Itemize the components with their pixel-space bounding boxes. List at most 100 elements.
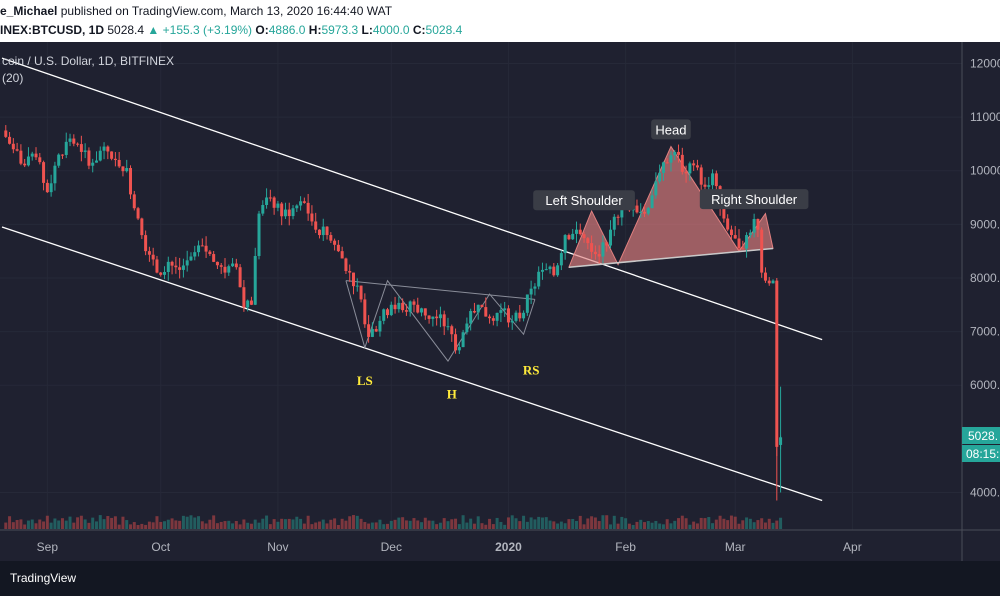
volume-bar [461, 515, 465, 529]
volume-bar [272, 519, 276, 529]
volume-bar [321, 519, 325, 529]
candle-body [348, 271, 352, 273]
volume-bar [605, 515, 609, 529]
volume-bar [748, 518, 752, 529]
volume-bar [714, 519, 718, 529]
candle-body [612, 216, 616, 230]
volume-bar [597, 521, 601, 529]
candle-body [680, 154, 684, 172]
price-axis[interactable]: 12000 11000 10000 9000. 8000. 7000. 6000. 4000.… [961, 42, 1000, 561]
volume-bar [431, 520, 435, 529]
candle-body [208, 251, 212, 255]
pattern-label-ls: LS [357, 373, 373, 388]
candle-body [465, 323, 469, 333]
volume-bar [506, 517, 510, 529]
volume-bar [397, 517, 401, 529]
volume-bar [166, 519, 170, 529]
candle-body [661, 162, 665, 173]
tradingview-brand[interactable]: TradingView [10, 571, 77, 585]
volume-bar [733, 516, 737, 529]
candle-body [597, 254, 601, 257]
volume-bar [563, 523, 567, 529]
volume-bar [325, 523, 329, 529]
candle-body [427, 315, 431, 319]
volume-bar [359, 518, 363, 529]
volume-bar [79, 515, 83, 529]
volume-bar [692, 521, 696, 529]
volume-bar [4, 522, 8, 529]
candle-body [533, 286, 537, 289]
candle-body [442, 314, 446, 327]
candle-body [567, 235, 571, 240]
volume-bar [680, 515, 684, 529]
volume-bar [567, 519, 571, 529]
candle-body [257, 213, 261, 257]
candle-body [401, 302, 405, 311]
price-change: +155.3 (+3.19%) [162, 23, 253, 37]
volume-bars [4, 515, 783, 529]
volume-bar [129, 524, 133, 529]
volume-bar [185, 516, 189, 529]
volume-bar [370, 522, 374, 529]
volume-bar [609, 524, 613, 529]
candle-body [469, 311, 473, 324]
volume-bar [83, 519, 87, 529]
candle-body [94, 160, 98, 163]
volume-bar [514, 518, 518, 529]
last-price: 5028.4 [107, 23, 145, 37]
pattern-drawings [345, 145, 774, 362]
candle-body [295, 205, 299, 209]
candle-body [771, 280, 775, 284]
volume-bar [253, 519, 257, 529]
volume-bar [57, 520, 61, 529]
price-tick-label: 4000. [970, 485, 1000, 499]
volume-bar [401, 517, 405, 529]
volume-bar [495, 517, 499, 529]
volume-bar [779, 517, 783, 529]
neckline-bottom [345, 280, 535, 300]
candle-body [374, 329, 378, 332]
candle-body [98, 150, 102, 161]
volume-bar [454, 518, 458, 529]
volume-bar [673, 520, 677, 529]
volume-bar [212, 515, 216, 529]
candle-body [412, 301, 416, 305]
volume-bar [317, 521, 321, 529]
time-tick-label: Dec [381, 540, 402, 554]
time-axis[interactable]: Sep Oct Nov Dec 2020 Feb Mar Apr [0, 529, 1000, 554]
volume-bar [756, 520, 760, 529]
volume-bar [654, 520, 658, 529]
candle-body [514, 312, 518, 321]
candle-body [745, 235, 749, 249]
volume-bar [620, 516, 624, 529]
publish-line: e_Michael published on TradingView.com, … [0, 4, 392, 18]
candle-body [703, 184, 707, 187]
candle-body [563, 235, 567, 254]
volume-bar [661, 524, 665, 529]
candle-body [42, 162, 46, 183]
volume-bar [329, 519, 333, 529]
candle-body [525, 294, 529, 313]
price-chart[interactable]: Left Shoulder Head Right Shoulder LS H R… [0, 42, 1000, 561]
candle-body [68, 138, 72, 142]
candle-body [185, 260, 189, 266]
candle-body [522, 312, 526, 319]
volume-bar [525, 521, 529, 529]
last-price-label: 5028. [968, 429, 998, 443]
candle-body [83, 150, 87, 152]
author-name[interactable]: e_Michael [0, 4, 58, 18]
volume-bar [283, 519, 287, 529]
candle-body [472, 311, 476, 313]
volume-bar [30, 519, 34, 529]
high-label: H: [308, 23, 322, 37]
volume-bar [582, 524, 586, 529]
volume-bar [741, 520, 745, 529]
volume-bar [590, 516, 594, 529]
candle-body [420, 308, 424, 313]
time-tick-label: Nov [267, 540, 288, 554]
candle-body [110, 151, 114, 159]
time-tick-label: Oct [151, 540, 170, 554]
pattern-label-h: H [447, 387, 457, 402]
volume-bar [548, 520, 552, 529]
candle-body [253, 256, 257, 305]
